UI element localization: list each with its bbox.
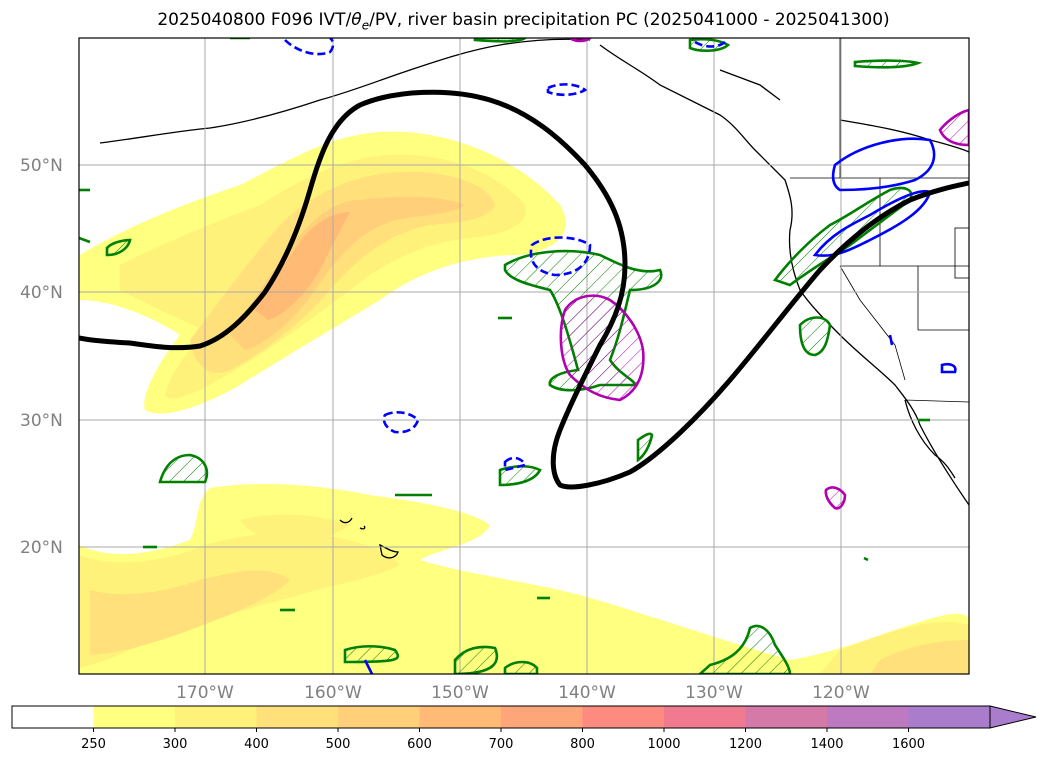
map-title: 2025040800 F096 IVT/θe/PV, river basin p…: [0, 10, 1047, 32]
colorbar-label-1200: 1200: [729, 737, 762, 752]
colorbar-extend-arrow: [989, 705, 1037, 729]
colorbar-label-600: 600: [407, 737, 432, 752]
gridlines: [79, 38, 969, 674]
title-theta: θ: [351, 10, 362, 30]
colorbar-label-500: 500: [326, 737, 351, 752]
colorbar-segment: [93, 706, 176, 728]
colorbar-segment: [745, 706, 828, 728]
lon-label-170w: 170°W: [176, 683, 234, 703]
colorbar-segment: [664, 706, 746, 728]
colorbar-label-1400: 1400: [810, 737, 843, 752]
colorbar-segment: [12, 706, 94, 728]
longitude-labels: 170°W 160°W 150°W 140°W 130°W 120°W: [176, 683, 870, 703]
colorbar-label-250: 250: [81, 737, 106, 752]
lon-label-160w: 160°W: [304, 683, 362, 703]
map-frame: [78, 37, 970, 675]
lat-label-50n: 50°N: [20, 156, 63, 176]
lon-label-150w: 150°W: [431, 683, 489, 703]
colorbar-segment: [175, 706, 257, 728]
lon-label-140w: 140°W: [558, 683, 616, 703]
latitude-labels: 50°N 40°N 30°N 20°N: [20, 156, 63, 558]
lat-label-40n: 40°N: [20, 283, 63, 303]
colorbar: 250 300 400 500 600 700 800 1000 1200 1400 1600: [11, 705, 1037, 752]
title-theta-subscript: e: [361, 18, 370, 33]
colorbar-segment: [419, 706, 502, 728]
ivt-shading-south: [79, 484, 969, 674]
colorbar-segment: [338, 706, 420, 728]
title-suffix: /PV, river basin precipitation PC (20250…: [369, 10, 890, 30]
lon-label-120w: 120°W: [812, 683, 870, 703]
colorbar-segment: [256, 706, 339, 728]
colorbar-segment: [827, 706, 909, 728]
magenta-contours: [559, 38, 969, 510]
colorbar-label-1600: 1600: [892, 737, 925, 752]
colorbar-label-300: 300: [163, 737, 188, 752]
colorbar-segment: [908, 706, 991, 728]
lat-label-30n: 30°N: [20, 411, 63, 431]
title-prefix: 2025040800 F096 IVT/: [157, 10, 352, 30]
map-layers: [79, 38, 969, 674]
colorbar-segment: [582, 706, 665, 728]
thick-contour: [79, 89, 969, 490]
colorbar-label-1000: 1000: [647, 737, 680, 752]
green-contours-small: [79, 38, 930, 612]
lat-label-20n: 20°N: [20, 538, 63, 558]
colorbar-segment: [501, 706, 583, 728]
blue-contours-dashed: [284, 38, 726, 472]
colorbar-label-700: 700: [489, 737, 514, 752]
lon-label-130w: 130°W: [685, 683, 743, 703]
colorbar-label-800: 800: [570, 737, 595, 752]
colorbar-label-400: 400: [244, 737, 269, 752]
